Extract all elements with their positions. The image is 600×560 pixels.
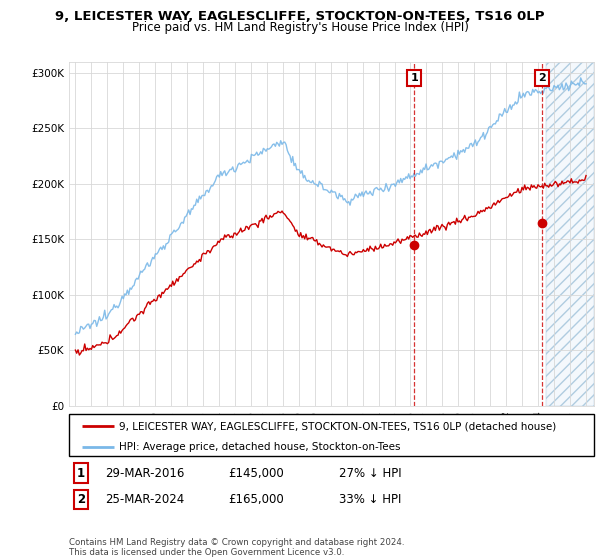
Text: Price paid vs. HM Land Registry's House Price Index (HPI): Price paid vs. HM Land Registry's House … xyxy=(131,21,469,34)
FancyBboxPatch shape xyxy=(69,414,594,456)
Text: 9, LEICESTER WAY, EAGLESCLIFFE, STOCKTON-ON-TEES, TS16 0LP (detached house): 9, LEICESTER WAY, EAGLESCLIFFE, STOCKTON… xyxy=(119,421,556,431)
Bar xyxy=(546,62,594,406)
Text: 29-MAR-2016: 29-MAR-2016 xyxy=(105,466,184,480)
Text: 1: 1 xyxy=(77,466,85,480)
Text: £165,000: £165,000 xyxy=(228,493,284,506)
Text: £145,000: £145,000 xyxy=(228,466,284,480)
Text: Contains HM Land Registry data © Crown copyright and database right 2024.
This d: Contains HM Land Registry data © Crown c… xyxy=(69,538,404,557)
Text: 33% ↓ HPI: 33% ↓ HPI xyxy=(339,493,401,506)
Bar xyxy=(546,62,594,406)
Text: HPI: Average price, detached house, Stockton-on-Tees: HPI: Average price, detached house, Stoc… xyxy=(119,442,400,452)
Text: 1: 1 xyxy=(410,73,418,83)
Text: 25-MAR-2024: 25-MAR-2024 xyxy=(105,493,184,506)
Text: 27% ↓ HPI: 27% ↓ HPI xyxy=(339,466,401,480)
Text: 2: 2 xyxy=(538,73,545,83)
Text: 9, LEICESTER WAY, EAGLESCLIFFE, STOCKTON-ON-TEES, TS16 0LP: 9, LEICESTER WAY, EAGLESCLIFFE, STOCKTON… xyxy=(55,10,545,23)
Text: 2: 2 xyxy=(77,493,85,506)
